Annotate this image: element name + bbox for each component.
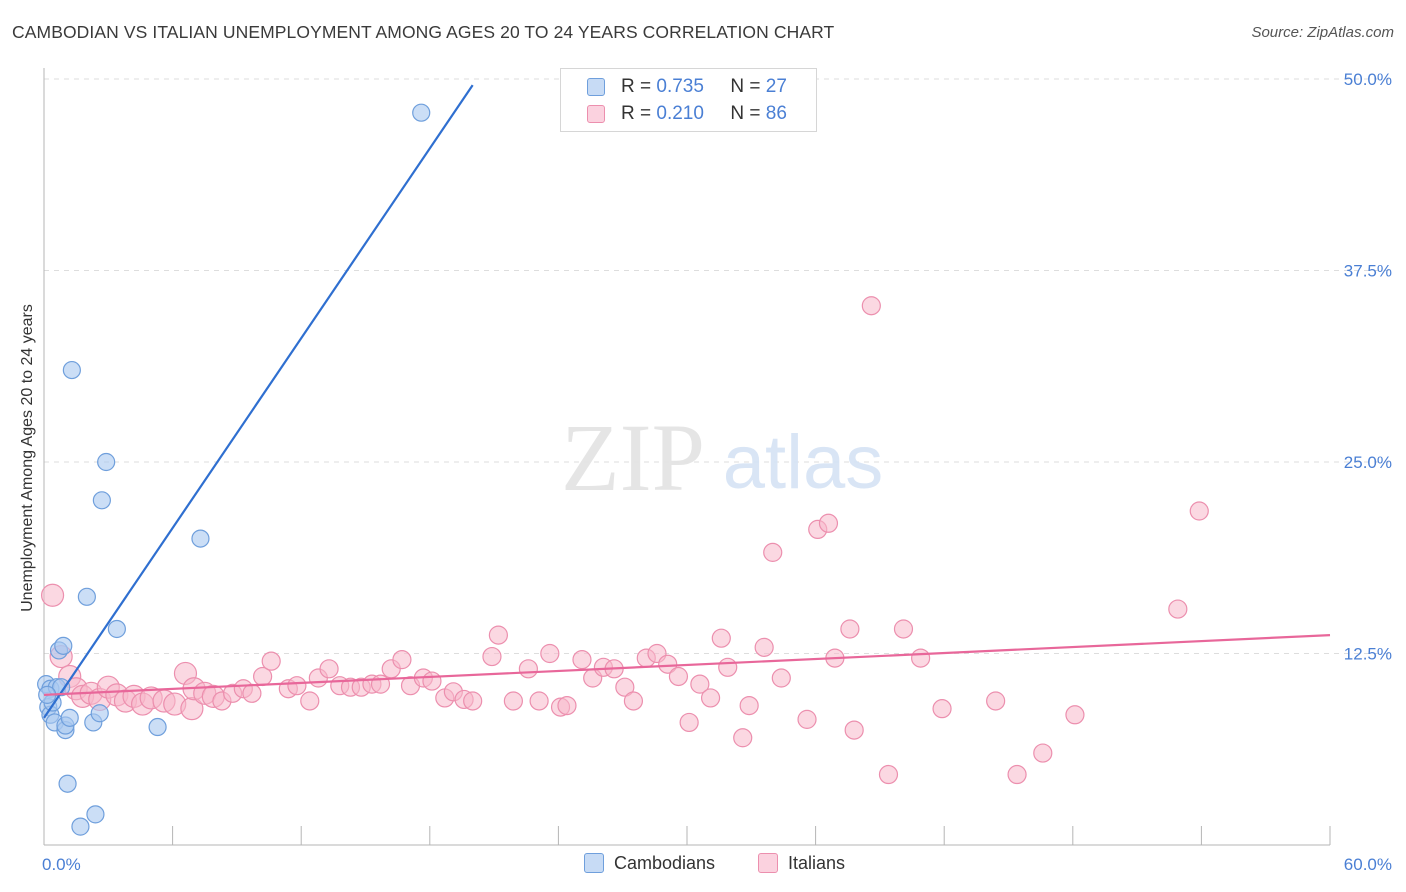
legend-n-value: 86	[765, 103, 787, 124]
y-tick-label: 50.0%	[1344, 70, 1392, 89]
legend-r-label: R =	[621, 76, 652, 97]
bottom-legend-italians: Italians	[758, 850, 845, 876]
cambodian-point	[54, 636, 73, 655]
cambodian-point	[412, 103, 431, 122]
italian-point	[1189, 501, 1209, 521]
tick-labels: 12.5% 25.0% 37.5% 50.0% 0.0% 60.0%	[42, 70, 1392, 874]
y-tick-label: 25.0%	[1344, 453, 1392, 472]
italian-point	[718, 657, 738, 677]
italian-point	[679, 712, 699, 733]
italians-swatch	[587, 105, 605, 123]
legend-r-value: 0.735	[656, 76, 704, 97]
x-tick-label: 0.0%	[42, 855, 81, 874]
italian-point	[319, 659, 339, 679]
cambodian-point	[107, 619, 126, 639]
cambodian-point	[52, 678, 71, 697]
italian-point	[763, 542, 783, 562]
cambodians-swatch	[584, 853, 604, 873]
italian-point	[754, 637, 774, 657]
cambodians-swatch	[587, 78, 605, 96]
grid-lines	[44, 78, 1392, 654]
italian-point	[861, 296, 881, 316]
italian-point	[700, 688, 721, 708]
italian-point	[932, 699, 952, 719]
italian-point	[1007, 764, 1027, 785]
italian-point	[261, 651, 281, 671]
bottom-legend-cambodians: Cambodians	[584, 850, 715, 876]
italian-point	[572, 650, 592, 670]
legend-n-label: N =	[730, 76, 761, 97]
italian-point	[422, 671, 442, 691]
italian-point	[242, 683, 262, 703]
watermark-atlas: atlas	[723, 420, 884, 505]
italians-points	[40, 296, 1209, 785]
cambodian-point	[191, 529, 210, 548]
cambodian-point	[92, 491, 111, 510]
trend-lines	[43, 84, 1331, 719]
italian-point	[1033, 743, 1053, 763]
cambodian-point	[90, 704, 109, 723]
cambodians-trend-line	[43, 84, 474, 719]
italians-swatch	[758, 853, 778, 873]
legend-row-italians: R = 0.210 N = 86	[587, 102, 787, 126]
italian-point	[771, 668, 791, 688]
italian-point	[668, 666, 689, 687]
y-tick-label: 37.5%	[1344, 262, 1392, 281]
watermark: ZIP atlas	[561, 404, 883, 511]
cambodian-point	[148, 717, 167, 737]
italian-point	[844, 720, 864, 740]
italian-point	[488, 625, 508, 645]
italian-point	[911, 648, 931, 668]
italian-point	[300, 691, 320, 711]
italian-point	[482, 646, 502, 667]
italian-point	[1168, 599, 1188, 619]
italians-trend-line	[43, 634, 1331, 696]
chart-title: CAMBODIAN VS ITALIAN UNEMPLOYMENT AMONG …	[12, 22, 835, 42]
italian-point	[540, 643, 560, 664]
italian-point	[711, 628, 731, 648]
italian-point	[503, 691, 523, 711]
italian-point	[463, 691, 483, 711]
italian-point	[818, 513, 839, 533]
x-tick-label: 60.0%	[1344, 855, 1392, 874]
italian-point	[878, 764, 899, 785]
legend-row-cambodians: R = 0.735 N = 27	[587, 75, 787, 99]
italian-point	[40, 583, 65, 607]
italian-point	[739, 695, 759, 716]
watermark-zip: ZIP	[561, 404, 705, 511]
italian-point	[658, 654, 678, 674]
italian-point	[557, 695, 577, 716]
cambodian-point	[60, 708, 79, 727]
cambodian-point	[86, 805, 105, 824]
italian-point	[1065, 705, 1085, 725]
legend-n-value: 27	[765, 76, 787, 97]
legend-r-label: R =	[621, 103, 652, 124]
bottom-legend-label: Cambodians	[614, 852, 716, 873]
italian-point	[797, 709, 817, 729]
legend-n-label: N =	[730, 103, 761, 124]
italian-point	[893, 619, 914, 639]
y-tick-label: 12.5%	[1344, 645, 1392, 664]
legend-r-value: 0.210	[656, 103, 704, 124]
italian-point	[287, 676, 307, 696]
cambodian-point	[71, 817, 90, 836]
italian-point	[690, 674, 710, 694]
italian-point	[986, 691, 1006, 711]
cambodian-point	[77, 587, 96, 606]
italian-point	[623, 691, 644, 711]
bottom-legend-label: Italians	[788, 852, 846, 873]
source-label: Source: ZipAtlas.com	[1251, 24, 1394, 41]
italian-point	[529, 691, 549, 711]
italian-point	[392, 650, 412, 670]
cambodian-point	[58, 774, 77, 793]
cambodians-points	[37, 103, 431, 836]
correlation-legend: R = 0.735 N = 27 R = 0.210 N = 86	[560, 68, 817, 132]
cambodian-point	[97, 452, 116, 472]
italian-point	[615, 677, 635, 697]
cambodian-point	[62, 360, 81, 380]
italian-point	[733, 728, 753, 748]
italian-point	[518, 659, 538, 679]
italian-point	[840, 619, 860, 639]
